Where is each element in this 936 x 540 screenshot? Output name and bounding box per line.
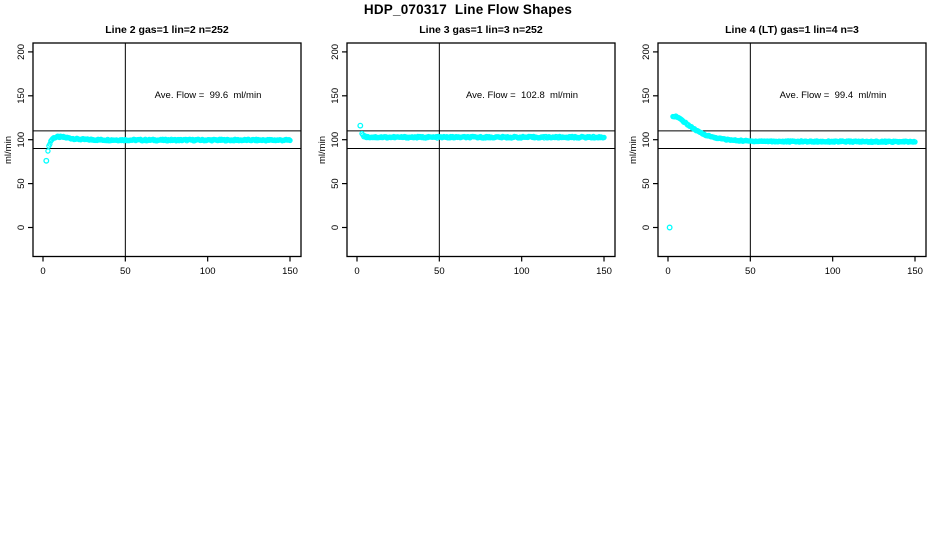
data-point bbox=[287, 137, 293, 144]
plot-box bbox=[657, 42, 927, 258]
data-point bbox=[912, 139, 918, 145]
x-tick-label: 150 bbox=[907, 266, 923, 277]
ave-flow-annotation-line2: Ave. Flow = 99.6 ml/min bbox=[154, 90, 262, 101]
x-tick-label: 50 bbox=[434, 266, 445, 277]
y-tick-label: 100 bbox=[330, 132, 341, 148]
y-tick-label: 50 bbox=[641, 178, 652, 189]
panel-title-line4: Line 4 (LT) gas=1 lin=4 n=3 bbox=[725, 24, 859, 36]
y-tick-label: 0 bbox=[16, 225, 27, 230]
x-tick-label: 100 bbox=[514, 266, 530, 277]
outlier-point bbox=[357, 122, 364, 129]
panel-title-line3: Line 3 gas=1 lin=3 n=252 bbox=[419, 24, 543, 36]
y-tick-label: 100 bbox=[641, 132, 652, 148]
x-tick-label: 50 bbox=[745, 266, 756, 277]
y-axis-label-line4: ml/min bbox=[628, 136, 639, 164]
y-tick-label: 200 bbox=[330, 44, 341, 60]
ave-flow-annotation-line4: Ave. Flow = 99.4 ml/min bbox=[779, 90, 887, 101]
x-tick-label: 100 bbox=[825, 266, 841, 277]
x-tick-label: 0 bbox=[40, 266, 45, 277]
x-tick-label: 150 bbox=[282, 266, 298, 277]
y-tick-label: 150 bbox=[641, 88, 652, 104]
outlier-point bbox=[666, 224, 673, 231]
data-point bbox=[45, 148, 51, 154]
main-title: HDP_070317 Line Flow Shapes bbox=[363, 2, 573, 17]
ave-flow-annotation-line3: Ave. Flow = 102.8 ml/min bbox=[465, 90, 579, 101]
y-tick-label: 0 bbox=[641, 225, 652, 230]
y-tick-label: 100 bbox=[16, 132, 27, 148]
plot-box bbox=[32, 42, 302, 258]
y-tick-label: 150 bbox=[330, 88, 341, 104]
data-point bbox=[47, 141, 53, 147]
x-tick-label: 50 bbox=[120, 266, 131, 277]
y-tick-label: 0 bbox=[330, 225, 341, 230]
y-tick-label: 200 bbox=[641, 44, 652, 60]
y-axis-label-line2: ml/min bbox=[3, 136, 14, 164]
outlier-point bbox=[43, 157, 50, 164]
y-tick-label: 50 bbox=[16, 178, 27, 189]
x-tick-label: 0 bbox=[354, 266, 359, 277]
y-tick-label: 50 bbox=[330, 178, 341, 189]
plot-box bbox=[346, 42, 616, 258]
x-tick-label: 0 bbox=[665, 266, 670, 277]
x-tick-label: 150 bbox=[596, 266, 612, 277]
data-point bbox=[601, 134, 607, 141]
y-tick-label: 200 bbox=[16, 44, 27, 60]
y-axis-label-line3: ml/min bbox=[317, 136, 328, 164]
x-tick-label: 100 bbox=[200, 266, 216, 277]
y-tick-label: 150 bbox=[16, 88, 27, 104]
panel-title-line2: Line 2 gas=1 lin=2 n=252 bbox=[105, 24, 229, 36]
